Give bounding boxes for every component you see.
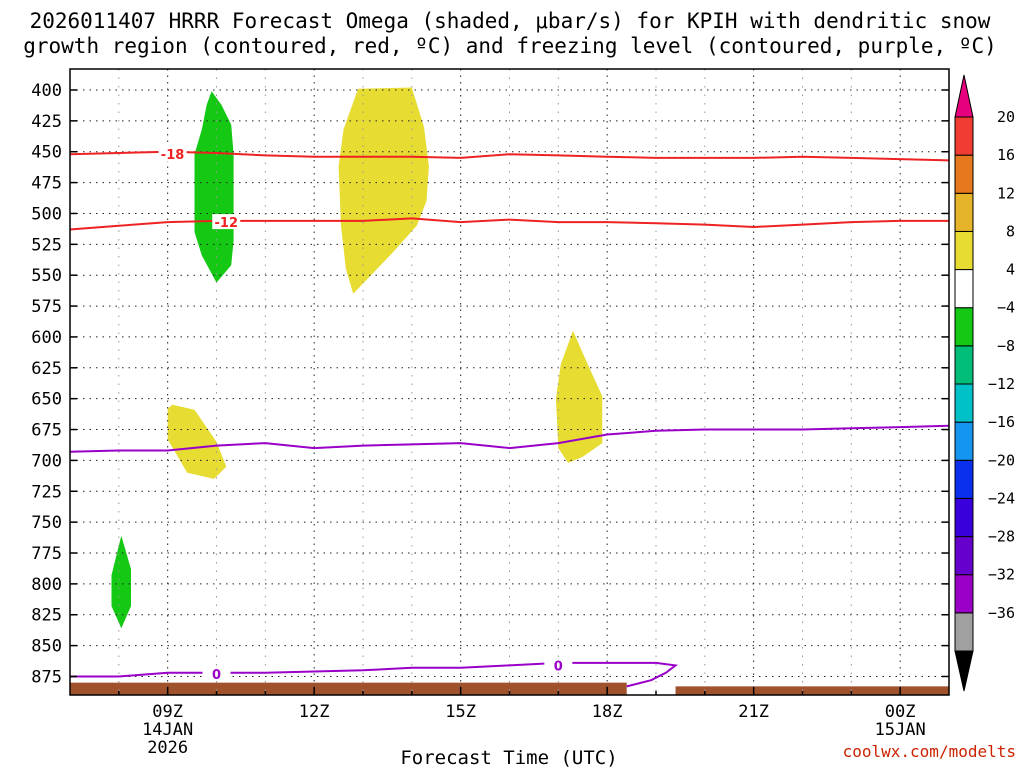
colorbar-label-12: −32 <box>988 566 1015 584</box>
omega-green-lower-region <box>111 535 131 629</box>
ground-strip-right <box>675 686 949 695</box>
omega-green-upper-region <box>194 91 234 283</box>
colorbar-bin--8 <box>954 345 974 385</box>
y-tick-label-425: 425 <box>31 112 62 132</box>
dgz-minus-18-label-bg <box>158 146 187 162</box>
y-axis: 400 425 450 475 500 525 550 575 600 625 650 675 700 7… <box>31 81 949 687</box>
dgz-minus-18-label: -18 <box>161 148 185 163</box>
colorbar-label-5: −4 <box>997 299 1015 317</box>
ground-strip-left <box>70 682 627 695</box>
y-tick-label-450: 450 <box>31 143 62 163</box>
title-line-1: 2026011407 HRRR Forecast Omega (shaded, … <box>30 9 991 33</box>
colorbar-label-10: −24 <box>988 489 1015 507</box>
y-tick-label-625: 625 <box>31 359 62 379</box>
x-tick-label-18-0: 18Z <box>592 702 623 722</box>
colorbar-bin--12 <box>954 383 974 423</box>
colorbar-bin-16 <box>954 154 974 194</box>
colorbar-bin--24 <box>954 497 974 538</box>
colorbar-label-11: −28 <box>988 528 1015 546</box>
y-tick-label-850: 850 <box>31 637 62 657</box>
y-tick-label-775: 775 <box>31 544 62 564</box>
contours: -18 -12 0 0 <box>69 146 950 688</box>
freezing-level-lower-line <box>70 661 679 688</box>
y-tick-label-800: 800 <box>31 575 62 595</box>
dgz-minus-12-label-bg <box>212 214 241 230</box>
y-tick-label-500: 500 <box>31 204 62 224</box>
colorbar-bin--32 <box>954 574 974 614</box>
x-tick-label-9-2: 2026 <box>147 738 188 758</box>
colorbar-bin--28 <box>954 536 974 576</box>
colorbar-bin--16 <box>954 421 974 461</box>
colorbar: 20 16 12 8 4 −4 −8 −12 −16 −20 −24 −28 −32 −36 <box>954 74 1015 692</box>
colorbar-bin-8 <box>954 230 974 271</box>
colorbar-bin-12 <box>954 192 974 232</box>
y-tick-label-400: 400 <box>31 81 62 101</box>
x-tick-label-24-0: 00Z <box>885 702 916 722</box>
y-tick-label-575: 575 <box>31 297 62 317</box>
colorbar-label-1: 16 <box>997 146 1015 164</box>
title-line-2: growth region (contoured, red, ºC) and f… <box>23 34 997 58</box>
omega-yellow-middle-region <box>167 404 227 479</box>
colorbar-bin--20 <box>954 459 974 499</box>
colorbar-under-arrow <box>954 650 974 692</box>
dgz-minus-18-line <box>69 150 950 162</box>
colorbar-over-arrow <box>954 74 974 118</box>
colorbar-label-0: 20 <box>997 108 1015 126</box>
x-tick-label-9-0: 09Z <box>152 702 183 722</box>
y-tick-label-550: 550 <box>31 266 62 286</box>
colorbar-bin--4 <box>954 307 974 347</box>
x-axis-title: Forecast Time (UTC) <box>400 747 617 768</box>
colorbar-label-13: −36 <box>988 604 1015 622</box>
colorbar-label-4: 4 <box>1006 261 1015 279</box>
colorbar-bin--36 <box>954 612 974 652</box>
x-tick-label-12-0: 12Z <box>299 702 330 722</box>
colorbar-bin-4 <box>954 269 974 309</box>
y-tick-label-700: 700 <box>31 451 62 471</box>
credit-text: coolwx.com/modelts <box>843 742 1016 761</box>
colorbar-label-7: −12 <box>988 375 1015 393</box>
y-tick-label-825: 825 <box>31 606 62 626</box>
y-tick-label-675: 675 <box>31 421 62 441</box>
y-tick-label-600: 600 <box>31 328 62 348</box>
colorbar-label-3: 8 <box>1006 222 1015 240</box>
freezing-level-lower-label-bg <box>202 666 231 682</box>
title: 2026011407 HRRR Forecast Omega (shaded, … <box>23 9 997 58</box>
grid-lines <box>70 69 949 695</box>
colorbar-label-6: −8 <box>997 337 1015 355</box>
x-tick-label-15-0: 15Z <box>445 702 476 722</box>
colorbar-label-2: 12 <box>997 184 1015 202</box>
x-tick-label-21-0: 21Z <box>738 702 769 722</box>
y-tick-label-475: 475 <box>31 174 62 194</box>
x-tick-label-9-1: 14JAN <box>142 720 193 740</box>
y-tick-label-875: 875 <box>31 667 62 687</box>
colorbar-label-9: −20 <box>988 451 1015 469</box>
y-tick-label-525: 525 <box>31 235 62 255</box>
dgz-minus-12-label: -12 <box>215 216 239 231</box>
freezing-level-lower-label-2-label: 0 <box>554 659 563 674</box>
y-tick-label-725: 725 <box>31 482 62 502</box>
freezing-level-upper-line <box>69 424 950 453</box>
freezing-level-lower-label-2-label-bg <box>544 657 573 673</box>
x-tick-label-24-1: 15JAN <box>875 720 926 740</box>
y-tick-label-750: 750 <box>31 513 62 533</box>
ground-layer <box>70 682 949 695</box>
omega-yellow-upper-region <box>338 87 429 294</box>
freezing-level-lower-label: 0 <box>212 668 221 683</box>
colorbar-label-8: −16 <box>988 413 1015 431</box>
y-tick-label-650: 650 <box>31 390 62 410</box>
colorbar-bin-20 <box>954 116 974 156</box>
